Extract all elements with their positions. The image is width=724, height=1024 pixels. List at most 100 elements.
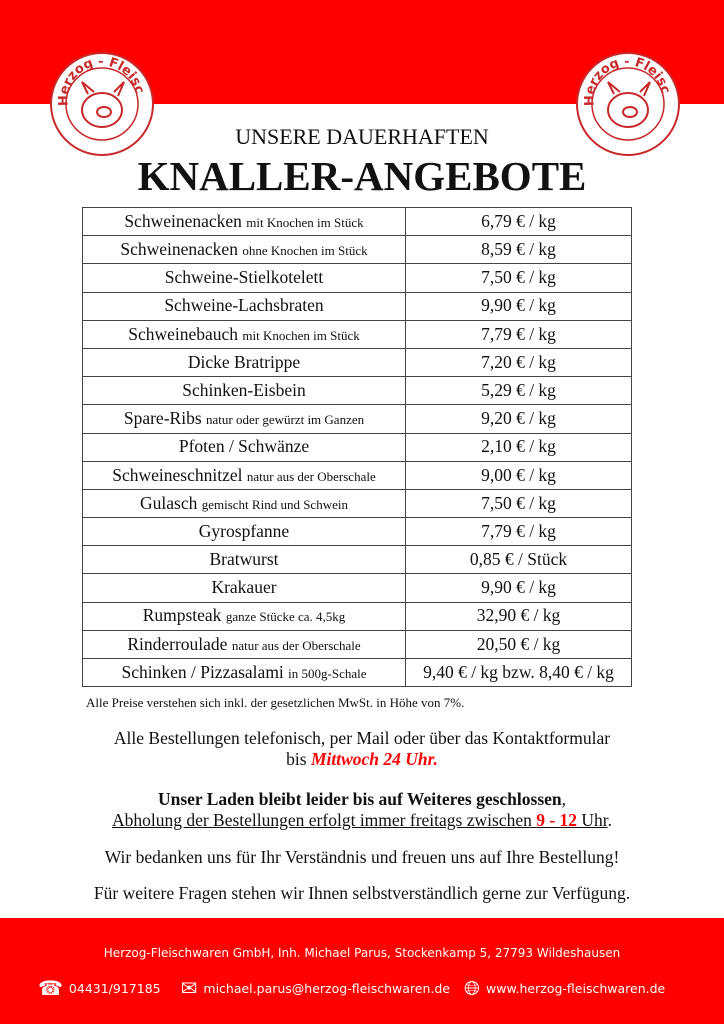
table-row: Rinderroulade natur aus der Oberschale 20… [82,629,632,660]
item-price: 9,90 € / kg [405,291,632,321]
item-name: Gulasch [140,492,198,513]
footer-website[interactable]: www.herzog-fleischwaren.de [486,980,666,996]
order-deadline: Mittwoch 24 Uhr. [310,749,438,769]
svg-text:Herzog - Fleisch: Herzog - Fleisch [52,54,147,106]
item-detail: gemischt Rind und Schwein [201,496,348,512]
item-price: 9,90 € / kg [405,573,632,603]
item-name-cell: Schinken / Pizzasalami in 500g-Schale [82,657,406,688]
footer-email[interactable]: michael.parus@herzog-fleischwaren.de [203,980,451,996]
order-bis: bis [286,749,307,769]
item-name-cell: Pfoten / Schwänze [82,432,406,462]
item-name-cell: Gulasch gemischt Rind und Schwein [82,488,406,519]
item-name: Spare-Ribs [123,408,202,429]
item-detail: natur aus der Oberschale [231,637,361,653]
footer-phone[interactable]: 04431/917185 [68,980,161,996]
item-name: Krakauer [211,577,277,598]
item-name: Schweine-Stielkotelett [164,267,324,288]
table-row: Schinken-Eisbein 5,29 € / kg [82,376,632,406]
table-row: Spare-Ribs natur oder gewürzt im Ganzen 9… [82,404,632,434]
table-row: Gulasch gemischt Rind und Schwein 7,50 € … [82,488,632,519]
item-name-cell: Rumpsteak ganze Stücke ca. 4,5kg [82,601,406,631]
table-row: Schweinenacken ohne Knochen im Stück 8,59… [82,235,632,265]
table-row: Schweinebauch mit Knochen im Stück 7,79 €… [82,319,632,349]
item-name-cell: Schweine-Stielkotelett [82,263,406,293]
price-table: Schweinenacken mit Knochen im Stück 6,79 … [82,206,632,688]
order-info: Alle Bestellungen telefonisch, per Mail … [0,728,724,770]
item-detail: ganze Stücke ca. 4,5kg [225,609,346,625]
item-price: 2,10 € / kg [405,432,632,462]
item-detail: natur aus der Oberschale [246,468,376,484]
subtitle: UNSERE DAUERHAFTEN [235,124,489,149]
logo-right: Herzog - Fleisch [573,43,680,156]
item-price: 8,59 € / kg [405,235,632,265]
table-row: Schweine-Lachsbraten 9,90 € / kg [82,291,632,321]
mail-icon: ✉ [180,976,198,1000]
item-detail: in 500g-Schale [288,665,367,681]
item-price: 7,79 € / kg [405,517,632,547]
order-line: Alle Bestellungen telefonisch, per Mail … [113,728,611,748]
item-name: Schinken-Eisbein [182,379,306,400]
table-row: Schinken / Pizzasalami in 500g-Schale 9,4… [82,657,632,688]
item-price: 9,40 € / kg bzw. 8,40 € / kg [405,657,632,688]
table-row: Rumpsteak ganze Stücke ca. 4,5kg 32,90 € … [82,601,632,631]
table-row: Bratwurst 0,85 € / Stück [82,545,632,575]
table-row: Pfoten / Schwänze 2,10 € / kg [82,432,632,462]
item-name-cell: Schweineschnitzel natur aus der Oberscha… [82,460,406,490]
vat-note: Alle Preise verstehen sich inkl. der ges… [86,695,465,710]
thanks-text: Wir bedanken uns für Ihr Verständnis und… [104,847,620,867]
item-name-cell: Schweine-Lachsbraten [82,291,406,321]
item-price: 0,85 € / Stück [405,545,632,575]
table-row: Schweineschnitzel natur aus der Oberscha… [82,460,632,490]
item-price: 9,00 € / kg [405,460,632,490]
item-name: Schweineschnitzel [112,464,243,485]
item-name: Schweinenacken [124,210,242,231]
item-detail: mit Knochen im Stück [242,327,360,343]
item-price: 7,79 € / kg [405,319,632,349]
item-name-cell: Bratwurst [82,545,406,575]
item-price: 7,20 € / kg [405,347,632,378]
item-price: 7,50 € / kg [405,488,632,519]
item-name-cell: Spare-Ribs natur oder gewürzt im Ganzen [82,404,406,434]
footer: Herzog-Fleischwaren GmbH, Inh. Michael P… [0,918,724,1024]
footer-address: Herzog-Fleischwaren GmbH, Inh. Michael P… [103,946,621,960]
questions-text: Für weitere Fragen stehen wir Ihnen selb… [93,883,631,903]
item-name-cell: Schweinenacken ohne Knochen im Stück [82,235,406,265]
item-name: Gyrospfanne [198,520,290,541]
svg-text:Herzog - Fleisch: Herzog - Fleisch [578,54,673,106]
pickup-hours: 9 - 12 [536,810,578,830]
dot: . [607,810,613,830]
table-row: Dicke Bratrippe 7,20 € / kg [82,347,632,378]
item-price: 20,50 € / kg [405,629,632,660]
item-name: Schweinenacken [120,239,238,260]
item-name-cell: Rinderroulade natur aus der Oberschale [82,629,406,660]
table-row: Gyrospfanne 7,79 € / kg [82,517,632,547]
item-detail: ohne Knochen im Stück [242,243,368,259]
logo-left: Herzog - Fleisch [47,43,154,156]
item-name-cell: Dicke Bratrippe [82,347,406,378]
item-price: 9,20 € / kg [405,404,632,434]
pickup-uhr: Uhr [581,810,608,830]
item-price: 6,79 € / kg [405,206,632,237]
table-row: Schweinenacken mit Knochen im Stück 6,79 … [82,206,632,237]
item-name: Rinderroulade [127,633,228,654]
item-name-cell: Schweinenacken mit Knochen im Stück [82,206,406,237]
item-name: Schweine-Lachsbraten [164,295,324,316]
item-detail: mit Knochen im Stück [246,214,364,230]
item-price: 32,90 € / kg [405,601,632,631]
item-price: 7,50 € / kg [405,263,632,293]
item-name-cell: Krakauer [82,573,406,603]
page-title: KNALLER-ANGEBOTE [137,153,587,199]
comma: , [561,789,567,809]
item-name: Schweinebauch [128,323,239,344]
item-name-cell: Schweinebauch mit Knochen im Stück [82,319,406,349]
pickup-line: Abholung der Bestellungen erfolgt immer … [111,810,532,830]
item-detail: natur oder gewürzt im Ganzen [206,412,365,428]
item-name: Rumpsteak [142,605,222,626]
table-row: Krakauer 9,90 € / kg [82,573,632,603]
item-name: Pfoten / Schwänze [178,436,310,457]
closed-info: Unser Laden bleibt leider bis auf Weiter… [0,789,724,831]
closed-line: Unser Laden bleibt leider bis auf Weiter… [157,789,562,809]
item-name-cell: Gyrospfanne [82,517,406,547]
phone-icon: ☎ [38,976,63,1000]
globe-icon: 🌐︎ [464,976,481,1000]
